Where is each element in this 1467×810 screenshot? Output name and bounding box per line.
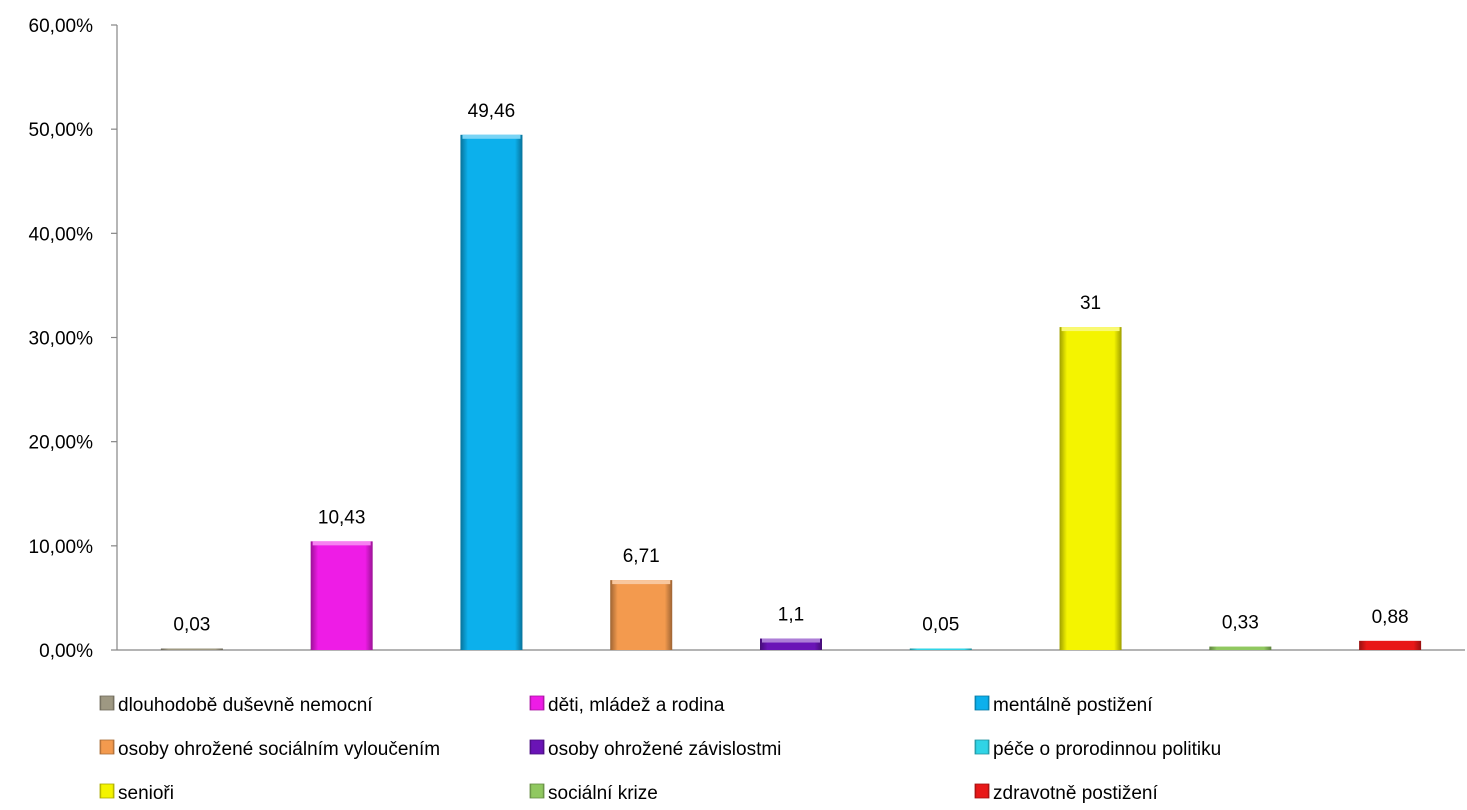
- legend-swatch: [99, 695, 115, 711]
- data-label-socialni-krize: 0,33: [1222, 613, 1259, 634]
- bar-deti-mladez-a-rodina-bevel: [312, 541, 371, 546]
- y-axis: 0,00% 10,00% 20,00% 30,00% 40,00% 50,00% 60,00…: [29, 16, 1465, 662]
- data-label-osoby-ohrozene-zavislostmi: 1,1: [778, 605, 804, 626]
- data-label-dlouhodobe-dusevne-nemocni: 0,03: [173, 615, 210, 636]
- legend: dlouhodobě duševně nemocní děti, mládež a…: [99, 695, 1221, 804]
- legend-label: senioři: [118, 783, 174, 804]
- legend-item-pece-o-prorodinnou-politiku: péče o prorodinnou politiku: [974, 739, 1221, 760]
- legend-item-mentalne-postizeni: mentálně postižení: [974, 695, 1153, 716]
- y-tick-label: 20,00%: [29, 433, 94, 454]
- bar-osoby-ohrozene-zavislostmi-bevel: [762, 638, 820, 643]
- legend-label: osoby ohrožené závislostmi: [548, 739, 781, 760]
- y-tick-label: 40,00%: [29, 224, 94, 245]
- legend-label: děti, mládež a rodina: [548, 695, 725, 716]
- bars: [160, 134, 1422, 650]
- bar-seniori: [1059, 327, 1122, 650]
- bar-seniori-bevel: [1061, 327, 1120, 332]
- y-tick-label: 60,00%: [29, 16, 94, 37]
- data-label-seniori: 31: [1080, 293, 1101, 314]
- data-labels: 0,03 10,43 49,46 6,71 1,1 0,05 31 0,33 0,88: [173, 101, 1408, 636]
- bar-dlouhodobe-dusevne-nemocni: [160, 648, 223, 650]
- bar-socialni-krize: [1209, 646, 1272, 650]
- bar-osoby-ohrozene-zavislostmi: [760, 638, 822, 650]
- legend-item-deti-mladez-a-rodina: děti, mládež a rodina: [529, 695, 725, 716]
- legend-swatch: [529, 783, 545, 799]
- data-label-pece-o-prorodinnou-politiku: 0,05: [922, 615, 959, 636]
- legend-label: dlouhodobě duševně nemocní: [118, 695, 373, 716]
- data-label-mentalne-postizeni: 49,46: [468, 101, 516, 122]
- bar-osoby-ohrozene-socialnim-vyloucenim-bevel: [612, 580, 671, 585]
- data-label-deti-mladez-a-rodina: 10,43: [318, 507, 366, 528]
- legend-label: osoby ohrožené sociálním vyloučením: [118, 739, 440, 760]
- legend-item-zdravotne-postizeni: zdravotně postižení: [974, 783, 1158, 804]
- bar-pece-o-prorodinnou-politiku: [909, 648, 972, 650]
- legend-swatch: [99, 783, 115, 799]
- legend-swatch: [529, 695, 545, 711]
- legend-item-dlouhodobe-dusevne-nemocni: dlouhodobě duševně nemocní: [99, 695, 373, 716]
- y-tick-label: 30,00%: [29, 329, 94, 350]
- legend-label: péče o prorodinnou politiku: [993, 739, 1221, 760]
- legend-label: sociální krize: [548, 783, 658, 804]
- bar-osoby-ohrozene-socialnim-vyloucenim: [610, 580, 673, 650]
- data-label-zdravotne-postizeni: 0,88: [1372, 607, 1409, 628]
- legend-swatch: [974, 739, 990, 755]
- legend-label: zdravotně postižení: [993, 783, 1158, 804]
- y-tick-label: 0,00%: [39, 641, 93, 662]
- bar-deti-mladez-a-rodina: [310, 541, 373, 650]
- y-tick-label: 10,00%: [29, 537, 94, 558]
- legend-item-seniori: senioři: [99, 783, 174, 804]
- legend-item-socialni-krize: sociální krize: [529, 783, 658, 804]
- legend-swatch: [99, 739, 115, 755]
- legend-swatch: [974, 783, 990, 799]
- bar-mentalne-postizeni-bevel: [462, 134, 521, 139]
- legend-swatch: [529, 739, 545, 755]
- legend-item-osoby-ohrozene-socialnim-vyloucenim: osoby ohrožené sociálním vyloučením: [99, 739, 440, 760]
- legend-swatch: [974, 695, 990, 711]
- bar-mentalne-postizeni: [460, 134, 523, 650]
- y-tick-label: 50,00%: [29, 120, 94, 141]
- legend-item-osoby-ohrozene-zavislostmi: osoby ohrožené závislostmi: [529, 739, 781, 760]
- data-label-osoby-ohrozene-socialnim-vyloucenim: 6,71: [623, 546, 660, 567]
- legend-label: mentálně postižení: [993, 695, 1153, 716]
- bar-zdravotne-postizeni: [1359, 640, 1422, 650]
